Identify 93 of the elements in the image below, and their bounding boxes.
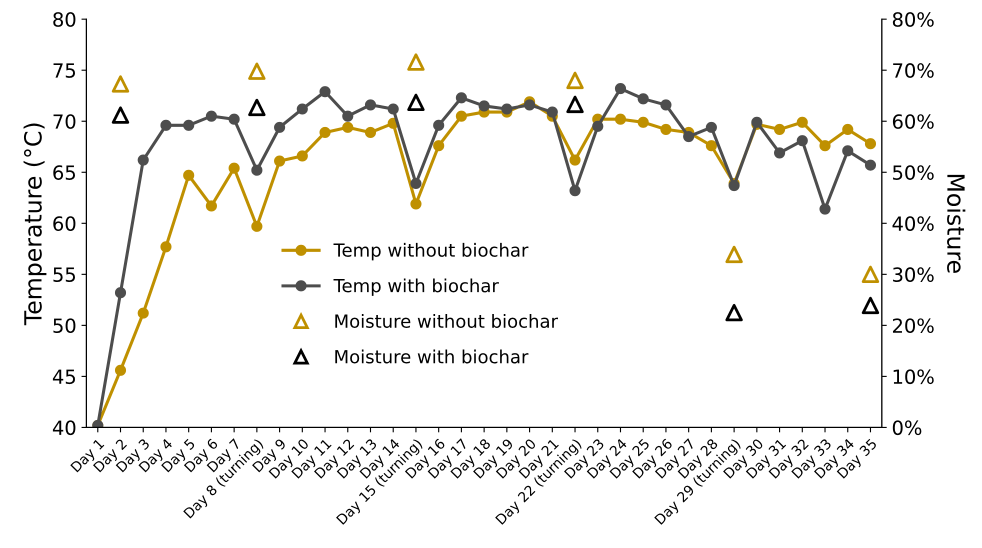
- point: [660, 99, 672, 110]
- y-tick-label: 60: [53, 216, 76, 231]
- point: [774, 147, 786, 158]
- y-tick-label: 80: [53, 12, 76, 27]
- y2-tick-label: 30%: [893, 267, 934, 282]
- point: [114, 287, 126, 298]
- point: [296, 150, 308, 162]
- legend-label: Temp with biochar: [334, 278, 499, 296]
- point: [725, 246, 743, 264]
- point: [638, 93, 649, 104]
- y2-axis-title: Moisture: [947, 174, 966, 273]
- point: [614, 114, 626, 125]
- point: [819, 140, 831, 152]
- point: [774, 124, 786, 135]
- y-tick-label: 40: [52, 420, 76, 436]
- point: [433, 120, 444, 131]
- point: [228, 114, 240, 125]
- y-tick-label: 75: [54, 63, 75, 78]
- point: [614, 83, 626, 94]
- point: [410, 178, 422, 190]
- point: [566, 96, 584, 114]
- point: [683, 131, 694, 142]
- y2-tick-label: 40%: [892, 216, 934, 231]
- y2-tick-label: 60%: [892, 114, 934, 129]
- point: [433, 140, 444, 152]
- point: [112, 75, 130, 93]
- point: [864, 138, 876, 150]
- point: [138, 308, 149, 319]
- point: [796, 135, 808, 146]
- legend-label: Moisture without biochar: [335, 314, 558, 328]
- point: [592, 120, 604, 132]
- point: [862, 296, 880, 314]
- point: [319, 86, 331, 98]
- point: [274, 122, 286, 133]
- point: [725, 304, 743, 322]
- point: [364, 99, 376, 110]
- y-tick-label: 70: [54, 114, 76, 129]
- point: [206, 110, 217, 122]
- point: [569, 154, 581, 166]
- legend-label: Moisture with biochar: [335, 350, 528, 364]
- point: [342, 122, 354, 133]
- point: [248, 62, 266, 80]
- point: [842, 124, 854, 135]
- point: [524, 99, 536, 110]
- y-tick-label: 55: [53, 268, 75, 282]
- y-tick-label: 45: [52, 370, 75, 384]
- point: [706, 122, 717, 133]
- point: [660, 124, 672, 135]
- point: [183, 120, 194, 131]
- y2-tick-label: 20%: [892, 318, 934, 334]
- point: [206, 200, 217, 212]
- point: [160, 241, 172, 252]
- legend-label: Temp without biochar: [334, 242, 528, 260]
- y-tick-label: 65: [53, 165, 75, 180]
- point: [478, 100, 490, 112]
- point: [546, 106, 558, 118]
- point: [501, 103, 512, 115]
- point: [569, 185, 581, 196]
- point: [112, 106, 130, 124]
- point: [796, 116, 808, 128]
- point: [251, 220, 262, 232]
- point: [407, 94, 425, 112]
- y2-tick-label: 70%: [893, 63, 934, 78]
- y2-tick-label: 10%: [894, 369, 934, 384]
- point: [364, 126, 376, 138]
- point: [274, 155, 286, 167]
- point: [706, 140, 717, 152]
- point: [138, 154, 149, 166]
- point: [183, 170, 194, 181]
- point: [228, 162, 240, 174]
- point: [114, 364, 126, 376]
- point: [638, 116, 649, 128]
- point: [862, 266, 880, 284]
- point: [842, 145, 854, 156]
- point: [456, 92, 467, 104]
- point: [319, 126, 331, 138]
- point: [407, 53, 425, 71]
- point: [566, 72, 584, 90]
- point: [342, 110, 354, 122]
- y-tick-label: 50: [53, 318, 76, 334]
- point: [410, 198, 422, 210]
- y-axis-title: Temperature (°C): [24, 123, 46, 326]
- point: [248, 98, 266, 116]
- point: [251, 164, 262, 176]
- point: [819, 203, 831, 215]
- point: [864, 160, 876, 171]
- y2-tick-label: 80%: [892, 12, 934, 27]
- point: [296, 103, 308, 115]
- point: [388, 103, 399, 115]
- y2-tick-label: 50%: [893, 165, 934, 180]
- point: [456, 110, 467, 122]
- y2-tick-label: 0%: [892, 420, 922, 436]
- point: [160, 120, 172, 131]
